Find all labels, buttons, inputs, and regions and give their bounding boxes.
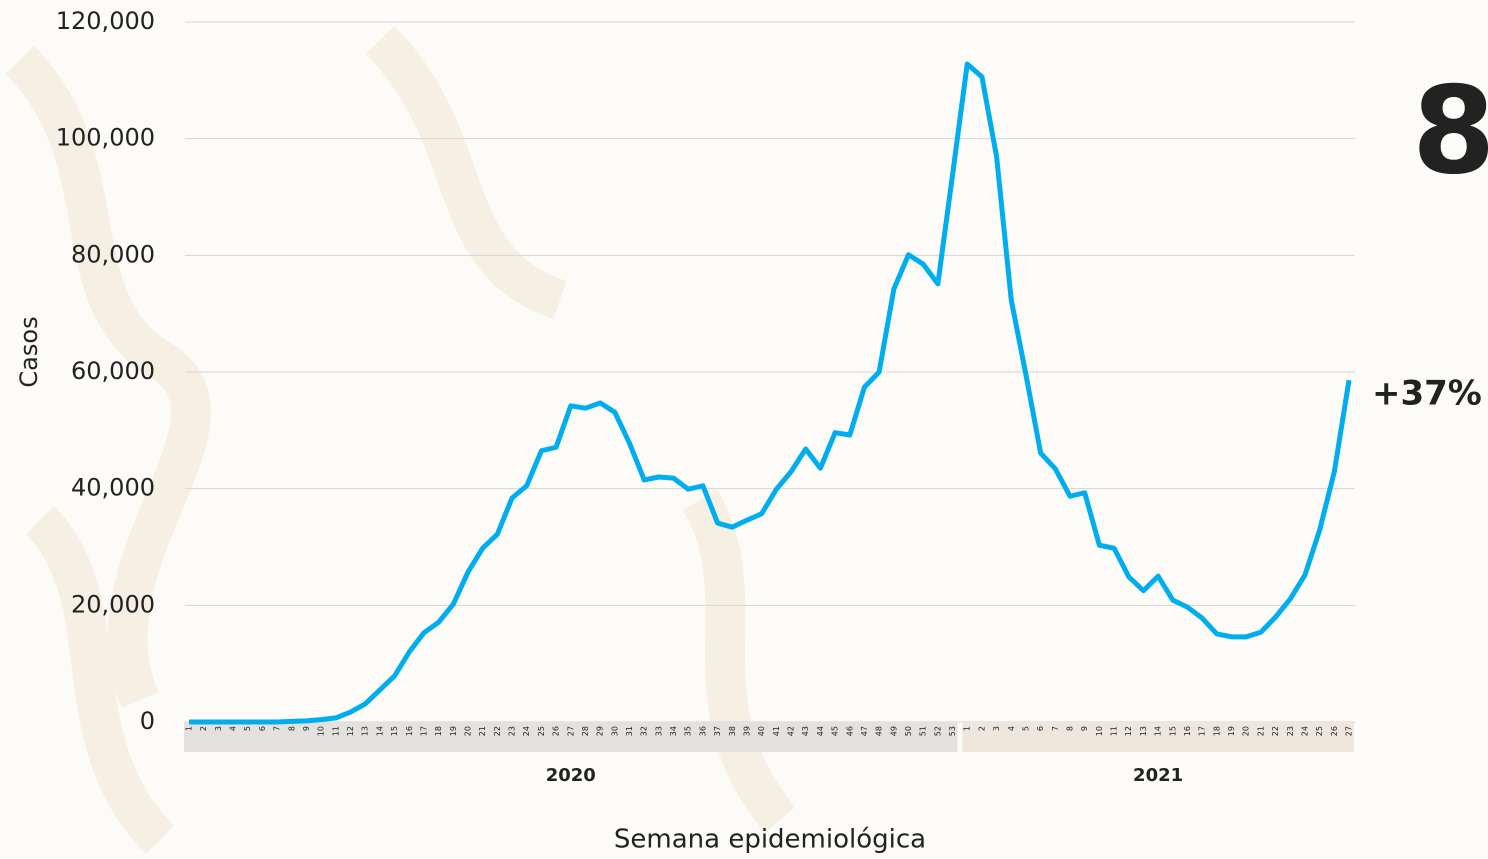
x-tick-label: 22 bbox=[1271, 726, 1280, 736]
x-tick-label: 19 bbox=[449, 726, 458, 736]
x-tick-label: 30 bbox=[610, 726, 619, 736]
x-tick-label: 35 bbox=[684, 726, 693, 736]
x-tick-label: 9 bbox=[302, 726, 311, 731]
x-tick-label: 27 bbox=[566, 726, 575, 736]
x-tick-label: 36 bbox=[698, 726, 707, 736]
x-tick-label: 46 bbox=[845, 726, 854, 736]
x-tick-label: 44 bbox=[816, 726, 825, 736]
x-tick-label: 26 bbox=[552, 726, 561, 736]
x-tick-label: 5 bbox=[243, 726, 252, 731]
x-tick-label: 14 bbox=[375, 726, 384, 736]
x-tick-label: 22 bbox=[493, 726, 502, 736]
x-tick-label: 3 bbox=[214, 726, 223, 731]
x-tick-label: 49 bbox=[889, 726, 898, 736]
year-label: 2021 bbox=[1133, 765, 1183, 786]
x-tick-label: 11 bbox=[331, 726, 340, 736]
x-tick-label: 31 bbox=[625, 726, 634, 736]
x-tick-label: 5 bbox=[1021, 726, 1030, 731]
x-tick-label: 6 bbox=[1036, 726, 1045, 731]
x-tick-label: 11 bbox=[1110, 726, 1119, 736]
x-tick-label: 24 bbox=[522, 726, 531, 736]
x-tick-label: 18 bbox=[434, 726, 443, 736]
number-annotation: 8 bbox=[1412, 63, 1488, 202]
x-tick-label: 19 bbox=[1227, 726, 1236, 736]
x-tick-label: 25 bbox=[1315, 726, 1324, 736]
x-tick-label: 1 bbox=[185, 726, 194, 731]
data-line bbox=[189, 64, 1349, 722]
x-tick-label: 34 bbox=[669, 726, 678, 736]
x-tick-label: 38 bbox=[728, 726, 737, 736]
y-tick-label: 60,000 bbox=[71, 357, 155, 385]
x-tick-label: 18 bbox=[1212, 726, 1221, 736]
x-tick-label: 1 bbox=[963, 726, 972, 731]
x-tick-label: 51 bbox=[919, 726, 928, 736]
x-tick-label: 16 bbox=[1183, 726, 1192, 736]
chart: Casos Semana epidemiológica 0 20,000 40,00… bbox=[0, 0, 1488, 859]
x-tick-label: 27 bbox=[1345, 726, 1354, 736]
x-tick-label: 4 bbox=[229, 726, 238, 731]
x-tick-label: 12 bbox=[1124, 726, 1133, 736]
x-tick-label: 2 bbox=[199, 726, 208, 731]
x-tick-label: 15 bbox=[1168, 726, 1177, 736]
y-tick-label: 80,000 bbox=[71, 240, 155, 268]
x-tick-label: 48 bbox=[875, 726, 884, 736]
x-tick-label: 24 bbox=[1300, 726, 1309, 736]
y-tick-label: 120,000 bbox=[56, 7, 155, 35]
x-tick-label: 42 bbox=[787, 726, 796, 736]
x-tick-label: 29 bbox=[596, 726, 605, 736]
x-tick-label: 26 bbox=[1330, 726, 1339, 736]
x-tick-label: 39 bbox=[742, 726, 751, 736]
y-tick-label: 0 bbox=[140, 707, 155, 735]
x-tick-label: 17 bbox=[1198, 726, 1207, 736]
x-tick-label: 32 bbox=[640, 726, 649, 736]
x-tick-label: 21 bbox=[478, 726, 487, 736]
x-tick-label: 7 bbox=[1051, 726, 1060, 731]
x-tick-label: 47 bbox=[860, 726, 869, 736]
x-axis-label: Semana epidemiológica bbox=[614, 825, 926, 855]
year-label: 2020 bbox=[546, 765, 596, 786]
x-tick-label: 20 bbox=[1242, 726, 1251, 736]
x-tick-label: 50 bbox=[904, 726, 913, 736]
x-tick-label: 17 bbox=[419, 726, 428, 736]
x-tick-label: 28 bbox=[581, 726, 590, 736]
change-annotation: +37% bbox=[1372, 374, 1482, 414]
x-tick-label: 15 bbox=[390, 726, 399, 736]
x-tick-label: 41 bbox=[772, 726, 781, 736]
x-tick-label: 37 bbox=[713, 726, 722, 736]
x-tick-label: 14 bbox=[1154, 726, 1163, 736]
x-tick-label: 40 bbox=[757, 726, 766, 736]
y-tick-label: 100,000 bbox=[56, 124, 155, 152]
x-tick-label: 53 bbox=[948, 726, 957, 736]
background-pattern bbox=[20, 40, 780, 840]
x-tick-label: 45 bbox=[831, 726, 840, 736]
x-tick-label: 16 bbox=[405, 726, 414, 736]
x-tick-label: 43 bbox=[801, 726, 810, 736]
x-tick-label: 23 bbox=[1286, 726, 1295, 736]
x-tick-label: 8 bbox=[1066, 726, 1075, 731]
x-tick-label: 12 bbox=[346, 726, 355, 736]
x-tick-label: 20 bbox=[463, 726, 472, 736]
x-tick-label: 3 bbox=[992, 726, 1001, 731]
x-tick-label: 2 bbox=[977, 726, 986, 731]
x-tick-label: 4 bbox=[1007, 726, 1016, 731]
y-tick-label: 40,000 bbox=[71, 474, 155, 502]
y-axis-label: Casos bbox=[15, 316, 43, 387]
y-tick-label: 20,000 bbox=[71, 590, 155, 618]
x-tick-label: 7 bbox=[273, 726, 282, 731]
x-tick-label: 13 bbox=[361, 726, 370, 736]
x-tick-label: 13 bbox=[1139, 726, 1148, 736]
x-tick-label: 21 bbox=[1256, 726, 1265, 736]
x-tick-label: 10 bbox=[317, 726, 326, 736]
x-tick-label: 10 bbox=[1095, 726, 1104, 736]
x-tick-label: 52 bbox=[933, 726, 942, 736]
x-tick-label: 25 bbox=[537, 726, 546, 736]
x-tick-label: 6 bbox=[258, 726, 267, 731]
x-tick-label: 9 bbox=[1080, 726, 1089, 731]
x-tick-label: 33 bbox=[654, 726, 663, 736]
x-tick-label: 8 bbox=[287, 726, 296, 731]
x-tick-label: 23 bbox=[508, 726, 517, 736]
